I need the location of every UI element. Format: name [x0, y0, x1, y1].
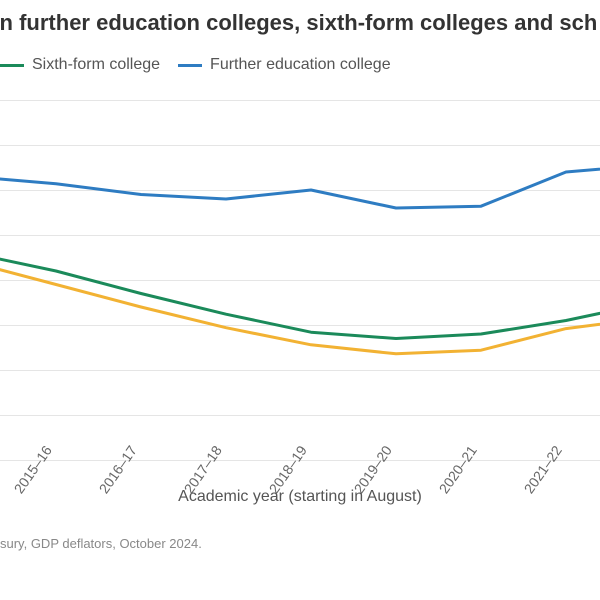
series-line-further-education-college	[0, 165, 600, 208]
legend-item-sixth-form-college: Sixth-form college	[0, 56, 160, 74]
chart-title: t in further education colleges, sixth-f…	[0, 10, 597, 36]
legend-swatch	[178, 64, 202, 67]
legend-swatch	[0, 64, 24, 67]
chart-footnote: sury, GDP deflators, October 2024.	[0, 536, 202, 551]
series-line-sixth-form-college	[0, 253, 600, 339]
series-svg	[0, 100, 600, 460]
legend-label: Further education college	[210, 56, 391, 74]
series-line-schools	[0, 262, 600, 354]
legend-label: Sixth-form college	[32, 56, 160, 74]
chart-legend: Sixth-form college Further education coll…	[0, 56, 391, 74]
legend-item-further-education-college: Further education college	[178, 56, 391, 74]
plot-area	[0, 100, 600, 460]
chart-container: t in further education colleges, sixth-f…	[0, 0, 600, 600]
